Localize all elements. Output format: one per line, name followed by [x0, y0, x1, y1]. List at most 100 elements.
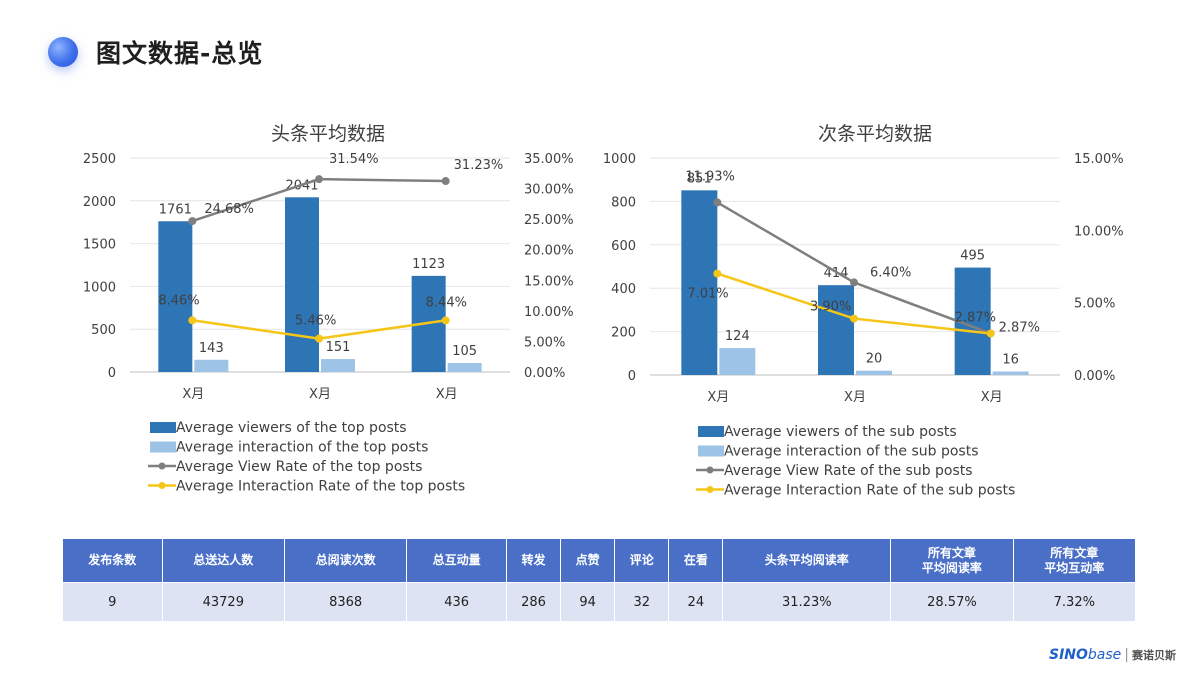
bar-value-label: 20 [866, 352, 883, 367]
y2-tick-label: 15.00% [524, 274, 574, 289]
bar-value-label: 1761 [159, 202, 192, 217]
bar [447, 363, 482, 372]
summary-value-row: 9 43729 8368 436 286 94 32 24 31.23% 28.57% 7.32% [63, 583, 1135, 621]
bar-value-label: 851 [687, 171, 712, 186]
table-header-cell: 发布条数 [63, 539, 162, 582]
line-value-label: 24.68% [204, 202, 254, 217]
bar-value-label: 16 [1002, 353, 1019, 368]
title-bullet-icon [48, 37, 78, 67]
chart-top-posts: 头条平均数据 0 500 1000 1500 2000 2500 0.00% 5.00% 10.0… [83, 123, 574, 495]
bar [992, 371, 1029, 375]
table-value-cell: 32 [615, 583, 669, 621]
line-point [188, 316, 197, 325]
page-title: 图文数据-总览 [96, 39, 264, 68]
legend-marker [706, 486, 714, 493]
y2-tick-label: 5.00% [524, 335, 565, 350]
line-point [850, 314, 858, 323]
legend-swatch [698, 445, 724, 457]
bar [321, 359, 355, 372]
bar-value-label: 1123 [412, 257, 445, 272]
y2-tick-label: 10.00% [524, 305, 574, 320]
line-value-label: 2.87% [999, 320, 1040, 335]
table-header-cell: 总互动量 [407, 539, 506, 582]
x-tick-label: X月 [436, 387, 458, 402]
table-value-cell: 286 [506, 583, 561, 621]
logo-brand-suffix: base [1087, 647, 1122, 663]
line-point [986, 329, 995, 338]
table-header-cell: 总阅读次数 [284, 539, 407, 582]
chart-title: 头条平均数据 [271, 123, 385, 145]
y-tick-label: 1000 [83, 280, 116, 295]
line-value-label: 5.46% [295, 314, 336, 329]
table-value-cell: 9 [63, 583, 162, 621]
x-tick-label: X月 [707, 390, 729, 405]
line-point [441, 177, 450, 186]
table-header-cell: 总送达人数 [162, 539, 284, 582]
legend-swatch [150, 441, 176, 453]
bar [856, 370, 892, 375]
line-value-label: 8.46% [158, 293, 199, 308]
line-point [441, 316, 450, 325]
legend-label: Average Interaction Rate of the sub post… [724, 483, 1015, 499]
bar-value-label: 124 [725, 329, 750, 344]
logo-cn: 赛诺贝斯 [1132, 649, 1176, 662]
table-header-cell: 点赞 [561, 539, 615, 582]
bar [285, 197, 319, 372]
bar-value-label: 105 [452, 344, 477, 359]
table-value-cell: 8368 [284, 583, 407, 621]
table-value-cell: 436 [407, 583, 506, 621]
y-tick-label: 200 [611, 326, 636, 341]
line-value-label: 11.93% [685, 169, 735, 184]
line-point [713, 269, 722, 278]
table-value-cell: 31.23% [723, 583, 891, 621]
line-value-label: 2.87% [955, 310, 996, 325]
bar-value-label: 414 [824, 266, 849, 281]
y2-tick-label: 5.00% [1074, 297, 1115, 312]
bar-value-label: 495 [960, 249, 985, 264]
line-value-label: 31.54% [329, 152, 379, 167]
chart-title: 次条平均数据 [818, 123, 932, 145]
y2-tick-label: 15.00% [1074, 152, 1124, 167]
brand-logo: SINObase | 赛诺贝斯 [1048, 647, 1176, 663]
table-header-cell: 评论 [615, 539, 669, 582]
y-tick-label: 1000 [603, 152, 636, 167]
legend-label: Average interaction of the top posts [176, 440, 428, 456]
y2-tick-label: 10.00% [1074, 224, 1124, 239]
legend-label: Average View Rate of the sub posts [724, 463, 973, 479]
y-tick-label: 600 [611, 239, 636, 254]
line-value-label: 6.40% [870, 265, 911, 280]
legend-label: Average View Rate of the top posts [176, 459, 422, 475]
bar [681, 190, 718, 375]
line-point [188, 217, 197, 226]
table-header-cell: 转发 [506, 539, 561, 582]
legend-label: Average interaction of the sub posts [724, 444, 979, 460]
legend-swatch [698, 426, 724, 437]
summary-header-row: 发布条数 总送达人数 总阅读次数 总互动量 转发 点赞 评论 在看 头条平均阅读率 所有文章 平均阅… [63, 539, 1135, 582]
line-value-label: 31.23% [454, 158, 504, 173]
y2-tick-label: 20.00% [524, 244, 574, 259]
y-tick-label: 400 [611, 282, 636, 297]
legend-marker [158, 462, 166, 470]
logo-brand: SINO [1048, 647, 1088, 663]
table-header-cell: 所有文章 平均互动率 [1013, 539, 1135, 582]
table-header-cell: 所有文章 平均阅读率 [891, 539, 1013, 582]
legend-marker [706, 466, 714, 474]
legend-marker [158, 482, 166, 489]
table-value-cell: 28.57% [891, 583, 1013, 621]
legend-label: Average viewers of the sub posts [724, 424, 957, 440]
legend-label: Average viewers of the top posts [176, 420, 407, 436]
line-point [850, 278, 858, 287]
bar [194, 359, 229, 372]
table-value-cell: 94 [561, 583, 615, 621]
y-tick-label: 800 [611, 195, 636, 210]
y-tick-label: 2000 [83, 195, 116, 210]
y2-tick-label: 35.00% [524, 152, 574, 167]
y-tick-label: 2500 [83, 152, 116, 167]
table-header-cell: 在看 [669, 539, 723, 582]
bar [158, 221, 193, 372]
line-value-label: 7.01% [687, 287, 728, 302]
y-tick-label: 500 [91, 323, 116, 338]
legend-label: Average Interaction Rate of the top post… [176, 479, 465, 495]
legend-swatch [150, 422, 176, 433]
line-point [315, 334, 323, 343]
